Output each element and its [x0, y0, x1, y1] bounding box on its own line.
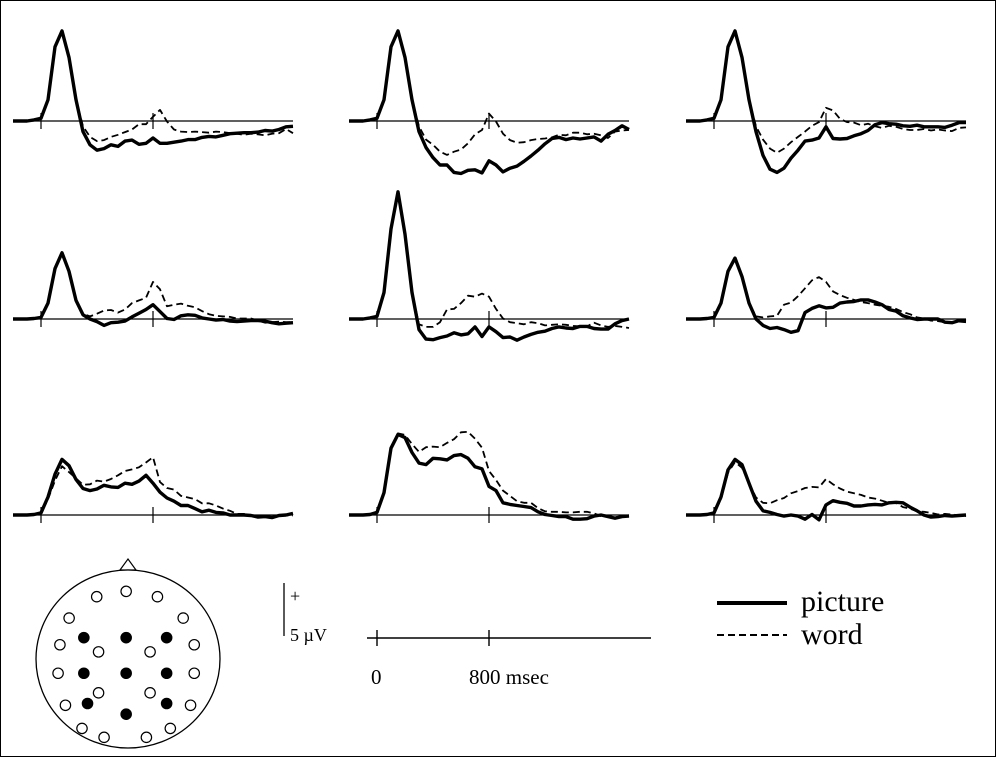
- legend-label-word: word: [801, 618, 863, 651]
- scale-amplitude-label: 5 µV: [290, 625, 327, 645]
- electrode-9: [188, 638, 201, 651]
- electrode-3: [63, 612, 75, 624]
- electrode-highlighted-13: [78, 667, 90, 680]
- electrode-1: [90, 590, 103, 603]
- electrode-24: [76, 722, 88, 735]
- electrode-0: [120, 585, 132, 598]
- electrode-8: [54, 638, 66, 651]
- scale-polarity-label: +: [290, 586, 301, 606]
- electrode-22: [184, 699, 197, 712]
- waveform-word-r1c3: [686, 29, 967, 154]
- electrode-10: [92, 646, 105, 658]
- electrode-highlighted-5: [78, 631, 90, 644]
- electrode-4: [177, 612, 189, 624]
- waveform-picture-r1c2: [349, 29, 630, 176]
- electrode-highlighted-23: [120, 708, 132, 720]
- waveform-picture-r2c3: [686, 256, 967, 334]
- electrode-11: [144, 646, 156, 658]
- electrode-highlighted-20: [81, 697, 94, 710]
- waveform-word-r1c2: [349, 29, 630, 156]
- waveform-word-r2c1: [13, 251, 293, 324]
- time-axis-start-label: 0: [371, 665, 382, 689]
- electrode-highlighted-14: [120, 667, 132, 680]
- electrode-27: [140, 731, 153, 744]
- waveform-word-r3c2: [349, 430, 630, 518]
- waveform-word-r2c2: [349, 190, 630, 329]
- waveform-picture-r1c3: [686, 29, 966, 175]
- waveform-picture-r3c3: [686, 457, 967, 522]
- waveform-word-r2c3: [686, 257, 967, 324]
- waveform-picture-r3c1: [13, 457, 294, 520]
- waveform-word-r1c1: [13, 29, 294, 143]
- electrode-12: [52, 667, 64, 680]
- electrode-16: [188, 667, 201, 680]
- electrode-highlighted-21: [160, 697, 173, 710]
- waveform-picture-r3c2: [349, 432, 630, 521]
- electrode-19: [59, 699, 72, 712]
- electrode-17: [92, 687, 105, 699]
- waveform-picture-r2c2: [349, 190, 630, 342]
- time-axis-mark-label: 800 msec: [469, 665, 549, 689]
- legend-label-picture: picture: [801, 585, 885, 618]
- electrode-25: [164, 722, 177, 735]
- electrode-highlighted-15: [160, 667, 173, 680]
- waveform-word-r3c3: [686, 461, 967, 517]
- nose-marker: [118, 557, 138, 571]
- electrode-2: [151, 590, 164, 603]
- electrode-highlighted-6: [120, 631, 132, 644]
- electrode-highlighted-7: [160, 631, 173, 644]
- electrode-18: [144, 687, 156, 699]
- electrode-26: [98, 731, 110, 744]
